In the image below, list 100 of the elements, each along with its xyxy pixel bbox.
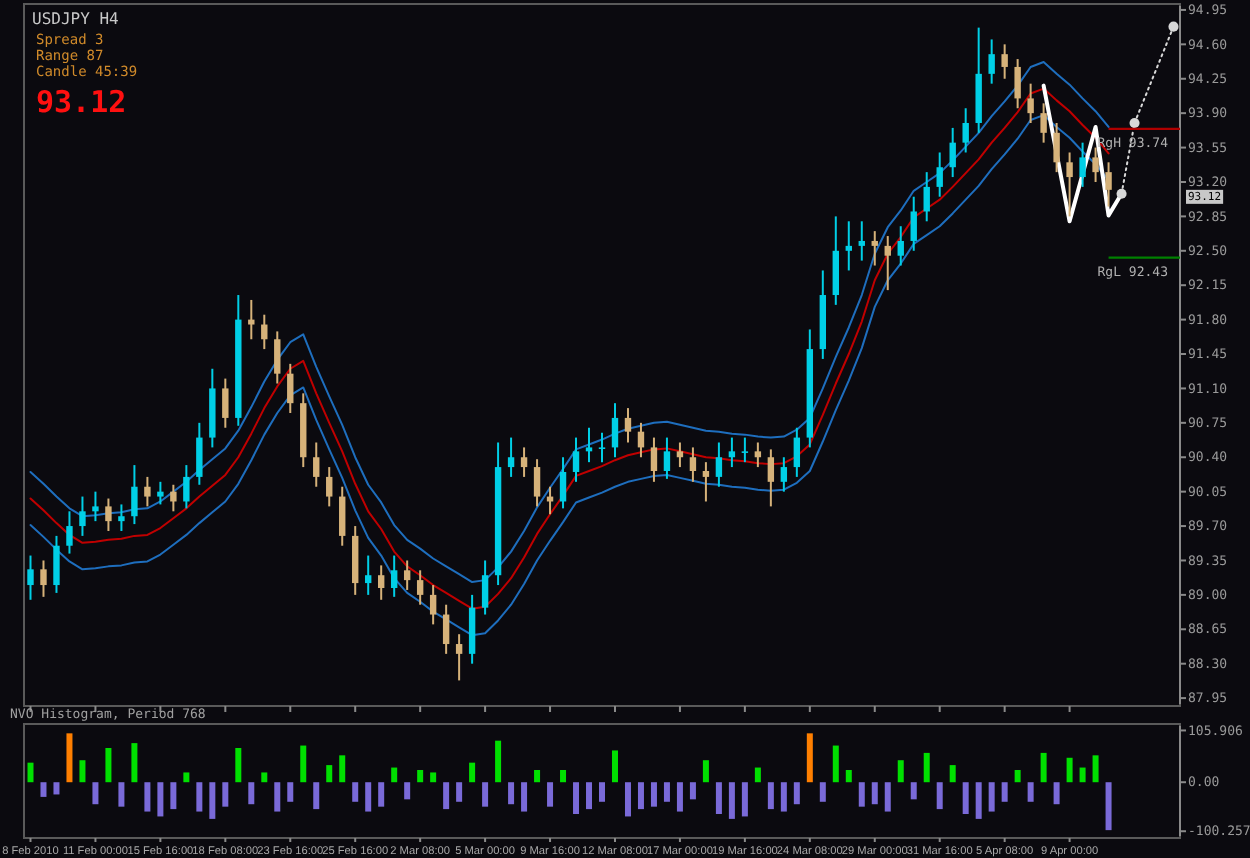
bar [624,782,631,817]
bar [196,782,203,812]
candlestick [780,456,788,493]
bar [53,782,60,795]
bar [66,733,73,783]
candlestick [1027,82,1034,124]
candlestick [403,559,411,591]
candlestick [416,569,424,606]
candlestick [468,593,476,665]
bar [183,772,190,783]
candlestick [663,436,671,480]
bar [352,782,359,802]
point [1116,188,1127,199]
candlestick [650,436,658,483]
candlestick [27,554,34,601]
bar [832,745,839,783]
chart-title: USDJPY H4 [32,10,120,28]
candlestick [754,441,762,469]
bar [300,745,307,783]
line-series [1041,83,1124,224]
bar [1066,757,1073,783]
candlestick [884,235,891,292]
candlestick [910,195,917,252]
bar [456,782,463,802]
bar [1027,782,1034,802]
candlestick [767,448,775,508]
bar [430,772,437,783]
bar [611,750,618,783]
candlestick [793,426,801,478]
bar [365,782,372,812]
bar [754,767,761,783]
bar [741,782,748,817]
point [1168,21,1179,32]
candlestick [585,426,593,464]
bar [118,782,125,807]
candlestick [53,534,60,594]
candlestick [274,330,281,385]
bar [1040,752,1047,783]
bar [27,762,34,783]
bar [92,782,99,805]
candlestick [481,559,489,616]
bar [261,772,268,783]
bar [702,760,709,783]
bar [1092,755,1099,783]
candlestick [1001,43,1008,80]
bar [391,767,398,783]
candlestick [949,126,956,179]
candlestick [936,151,943,198]
bar [573,782,580,814]
bar [469,762,476,783]
bar [923,752,930,783]
candlestick [1066,151,1073,218]
bar [715,782,722,814]
candlestick [923,171,930,223]
bar [1105,782,1112,831]
bar [975,782,982,819]
bar [40,782,47,797]
bar [326,765,333,783]
bar [339,755,346,783]
bar [962,782,969,814]
candlestick [40,559,47,598]
bar [131,743,138,783]
bar [1079,767,1086,783]
bar [1014,770,1021,783]
bar [650,782,657,807]
bar [871,782,878,805]
candlestick [533,458,541,508]
bar [534,770,541,783]
candlestick [105,497,112,532]
bar [806,733,813,783]
candlestick [222,377,229,429]
candlestick [715,441,723,488]
bar [313,782,320,810]
candlestick [507,436,515,478]
bar [676,782,683,812]
candlestick [572,436,580,483]
candlestick [598,431,606,464]
bar [443,782,450,810]
candlestick [1079,141,1086,188]
candlestick [897,225,904,267]
candlestick [611,402,619,459]
bar [157,782,164,817]
candlestick [92,490,99,523]
candlestick [313,441,320,488]
bar [560,770,567,783]
candlestick [741,436,749,464]
candlestick [339,485,346,547]
bar [547,782,554,807]
bar [287,782,294,802]
candlestick [702,461,710,503]
candlestick [66,510,73,555]
candlestick [390,554,398,598]
candlestick [183,464,190,510]
bar [780,782,787,812]
candlestick [118,503,125,532]
bar [222,782,229,807]
candlestick [196,421,203,486]
candlestick [1053,121,1060,174]
bar [819,782,826,802]
candlestick [728,436,736,469]
